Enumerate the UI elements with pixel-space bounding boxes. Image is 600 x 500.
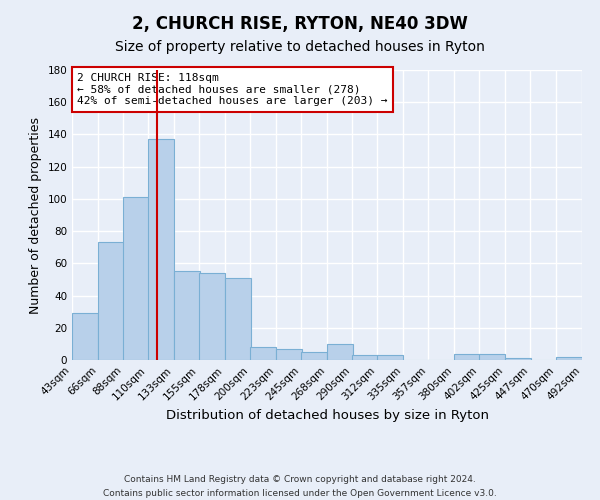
Bar — [123, 198, 149, 360]
Text: Contains HM Land Registry data © Crown copyright and database right 2024.
Contai: Contains HM Land Registry data © Crown c… — [103, 476, 497, 498]
Bar — [377, 355, 403, 360]
Bar — [352, 355, 378, 360]
Text: 2 CHURCH RISE: 118sqm
← 58% of detached houses are smaller (278)
42% of semi-det: 2 CHURCH RISE: 118sqm ← 58% of detached … — [77, 73, 388, 106]
Bar — [225, 278, 251, 360]
Bar — [174, 272, 200, 360]
Bar — [276, 348, 302, 360]
Bar — [148, 140, 174, 360]
Bar — [250, 347, 276, 360]
Y-axis label: Number of detached properties: Number of detached properties — [29, 116, 42, 314]
Text: 2, CHURCH RISE, RYTON, NE40 3DW: 2, CHURCH RISE, RYTON, NE40 3DW — [132, 15, 468, 33]
Bar — [199, 273, 225, 360]
Bar — [72, 314, 98, 360]
Bar — [301, 352, 327, 360]
Text: Size of property relative to detached houses in Ryton: Size of property relative to detached ho… — [115, 40, 485, 54]
Bar — [454, 354, 480, 360]
Bar — [327, 344, 353, 360]
Bar — [98, 242, 124, 360]
Bar — [479, 354, 505, 360]
Bar — [556, 357, 582, 360]
Bar — [505, 358, 531, 360]
X-axis label: Distribution of detached houses by size in Ryton: Distribution of detached houses by size … — [166, 408, 488, 422]
